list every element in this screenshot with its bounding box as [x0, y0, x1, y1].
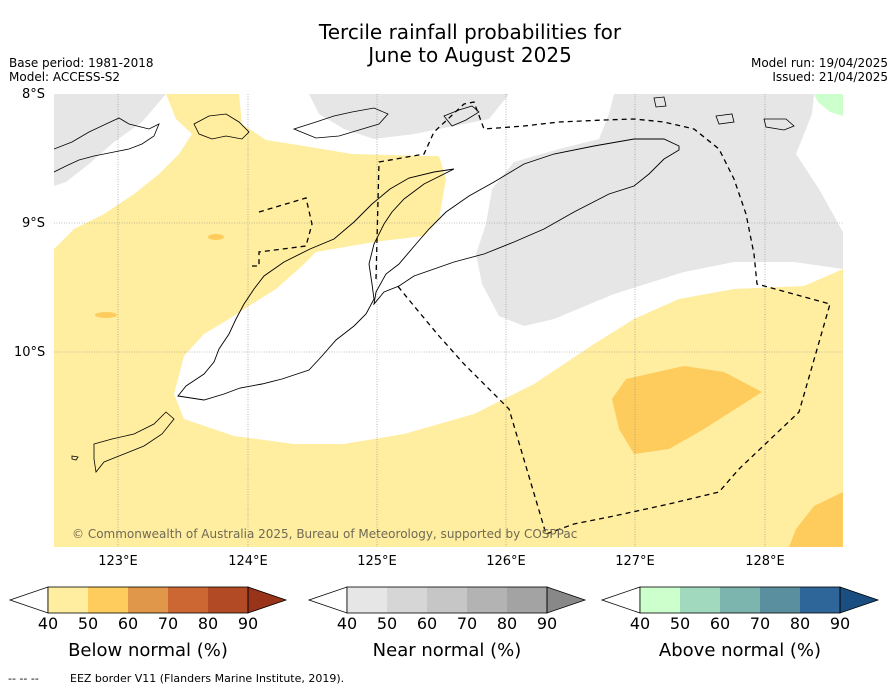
lon-label-127e: 127°E — [615, 554, 655, 569]
northern-islands-coastline — [54, 117, 160, 173]
rote-island-coastline — [93, 411, 175, 473]
colorbar-above-outline — [639, 586, 841, 614]
savu-islet — [71, 455, 79, 461]
colorbar-below-segment — [168, 587, 208, 613]
timor-coastline — [373, 138, 680, 306]
below-normal-patch-small-2 — [95, 312, 117, 318]
colorbar-above-segment — [680, 587, 720, 613]
timor-west-coastline — [177, 168, 455, 401]
colorbar-above-segment — [720, 587, 760, 613]
colorbar-near-tick: 80 — [496, 614, 518, 633]
map-title-line1: Tercile rainfall probabilities for — [318, 20, 622, 44]
base-period-label: Base period: 1981-2018 — [9, 56, 154, 70]
colorbar-below-extend-low — [8, 586, 49, 614]
colorbar-above-tick: 80 — [789, 614, 811, 633]
colorbar-above-tick: 90 — [829, 614, 851, 633]
colorbar-above-tick: 40 — [629, 614, 651, 633]
eastern-islet-3 — [763, 118, 795, 131]
issued-label: Issued: 21/04/2025 — [772, 70, 888, 84]
gridlines — [54, 94, 843, 547]
lat-label-8s: 8°S — [22, 87, 46, 102]
model-label: Model: ACCESS-S2 — [9, 70, 121, 84]
eastern-islet-1 — [653, 96, 667, 108]
colorbar-below-segment — [48, 587, 88, 613]
lon-label-125e: 125°E — [357, 554, 397, 569]
colorbar-near-tick: 60 — [416, 614, 438, 633]
colorbar-below-segment — [208, 587, 248, 613]
below-normal-region-core — [612, 366, 762, 454]
lon-label-128e: 128°E — [745, 554, 785, 569]
lat-label-10s: 10°S — [14, 345, 46, 360]
colorbar-title-near: Near normal (%) — [372, 640, 522, 661]
copyright-notice: © Commonwealth of Australia 2025, Bureau… — [72, 527, 577, 541]
colorbar-above-segment — [640, 587, 680, 613]
colorbar-title-above: Above normal (%) — [658, 640, 822, 661]
colorbar-below-tick: 90 — [237, 614, 259, 633]
map-title-line2: June to August 2025 — [368, 43, 572, 67]
alor-island-coastline — [193, 113, 250, 140]
colorbar-below-segment — [128, 587, 168, 613]
colorbar-near-extend-low — [307, 586, 348, 614]
rainfall-probability-map: © Commonwealth of Australia 2025, Bureau… — [54, 94, 843, 547]
colorbar-near-segment — [427, 587, 467, 613]
colorbar-below-tick: 40 — [37, 614, 59, 633]
colorbar-title-below: Below normal (%) — [68, 640, 228, 661]
colorbar-near-tick: 40 — [336, 614, 358, 633]
colorbar-above-tick: 70 — [749, 614, 771, 633]
eastern-islet-2 — [715, 113, 735, 125]
colorbar-above-segment — [800, 587, 840, 613]
colorbar-below-tick: 50 — [77, 614, 99, 633]
below-normal-patch-small-1 — [208, 234, 224, 240]
eez-border-west — [252, 197, 313, 267]
lon-label-123e: 123°E — [98, 554, 138, 569]
colorbar-above-tick: 60 — [709, 614, 731, 633]
colorbar-near-extend-high — [546, 586, 587, 614]
colorbar-near-tick: 50 — [376, 614, 398, 633]
above-normal-patch — [814, 94, 843, 116]
colorbar-near-tick: 70 — [456, 614, 478, 633]
near-normal-region-north — [54, 94, 166, 186]
lat-label-9s: 9°S — [22, 216, 46, 231]
colorbar-near-segment — [507, 587, 547, 613]
colorbar-above-extend-high — [839, 586, 880, 614]
colorbars — [8, 586, 880, 614]
below-normal-region-southeast — [789, 492, 843, 547]
colorbar-above-extend-low — [600, 586, 641, 614]
colorbar-near-tick: 90 — [536, 614, 558, 633]
eez-legend-text: EEZ border V11 (Flanders Marine Institut… — [70, 672, 345, 685]
lon-label-124e: 124°E — [228, 554, 268, 569]
eez-legend-marker: -- -- -- — [8, 672, 39, 685]
colorbar-above-segment — [760, 587, 800, 613]
near-normal-region-top — [309, 94, 509, 139]
colorbar-near-segment — [467, 587, 507, 613]
colorbar-below-tick: 80 — [197, 614, 219, 633]
colorbar-near-outline — [346, 586, 548, 614]
colorbar-below-segment — [88, 587, 128, 613]
lon-label-126e: 126°E — [486, 554, 526, 569]
model-run-label: Model run: 19/04/2025 — [750, 56, 888, 70]
colorbar-below-extend-high — [247, 586, 288, 614]
colorbar-below-tick: 70 — [157, 614, 179, 633]
wetar-coastline — [443, 105, 480, 127]
small-island-1 — [292, 107, 389, 139]
colorbar-below-outline — [47, 586, 249, 614]
colorbar-below-tick: 60 — [117, 614, 139, 633]
colorbar-near-segment — [387, 587, 427, 613]
colorbar-above-tick: 50 — [669, 614, 691, 633]
colorbar-near-segment — [347, 587, 387, 613]
near-normal-region-east — [476, 94, 843, 326]
